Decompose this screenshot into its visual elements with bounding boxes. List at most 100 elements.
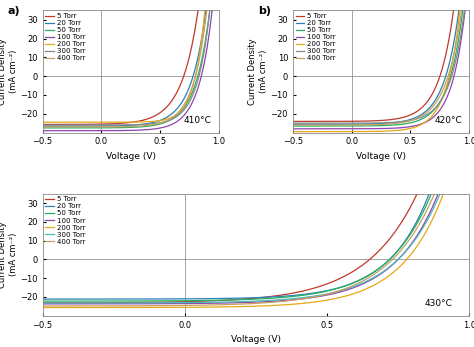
20 Torr (184, 90, 190, 94)
X-axis label: Voltage (V): Voltage (V) (356, 152, 406, 161)
Line: 50 Torr: 50 Torr (293, 0, 469, 126)
5 Torr (466, 163, 472, 168)
400 Torr (385, 122, 391, 126)
Text: a): a) (8, 6, 20, 16)
Text: 410°C: 410°C (184, 116, 212, 125)
100 Torr (395, 126, 401, 130)
5 Torr (395, 117, 401, 121)
200 Torr (374, 129, 380, 134)
20 Torr (145, 121, 150, 126)
100 Torr (435, 111, 440, 115)
300 Torr (375, 121, 381, 125)
Text: 420°C: 420°C (435, 116, 462, 125)
200 Torr (375, 129, 381, 134)
100 Torr (242, 301, 248, 305)
300 Torr (385, 120, 391, 125)
50 Torr (374, 124, 380, 128)
20 Torr (375, 121, 381, 126)
Y-axis label: Current Density
(mA cm⁻²): Current Density (mA cm⁻²) (0, 38, 18, 105)
100 Torr (184, 109, 190, 113)
300 Torr (145, 122, 150, 126)
400 Torr (395, 121, 401, 125)
20 Torr (390, 255, 395, 259)
Line: 400 Torr: 400 Torr (293, 0, 469, 125)
400 Torr (135, 124, 141, 128)
100 Torr (446, 163, 452, 168)
Legend: 5 Torr, 20 Torr, 50 Torr, 100 Torr, 200 Torr, 300 Torr, 400 Torr: 5 Torr, 20 Torr, 50 Torr, 100 Torr, 200 … (45, 12, 86, 62)
200 Torr (435, 106, 440, 110)
5 Torr (390, 233, 395, 237)
5 Torr (245, 297, 251, 301)
Line: 100 Torr: 100 Torr (43, 0, 219, 131)
5 Torr (40, 301, 46, 305)
20 Torr (40, 124, 46, 128)
50 Torr (375, 124, 381, 128)
400 Torr (290, 123, 296, 127)
5 Torr (426, 163, 432, 168)
5 Torr (242, 297, 248, 301)
20 Torr (435, 94, 440, 99)
300 Torr (125, 123, 130, 127)
200 Torr (125, 120, 130, 124)
300 Torr (457, 163, 463, 168)
100 Torr (457, 163, 463, 168)
Line: 300 Torr: 300 Torr (43, 166, 469, 303)
Text: b): b) (258, 6, 271, 16)
300 Torr (184, 104, 190, 108)
Line: 5 Torr: 5 Torr (43, 166, 469, 303)
200 Torr (450, 163, 456, 168)
5 Torr (125, 121, 130, 125)
20 Torr (466, 163, 472, 168)
300 Torr (395, 120, 401, 124)
20 Torr (290, 122, 296, 126)
20 Torr (40, 297, 46, 301)
100 Torr (290, 127, 296, 131)
400 Torr (40, 304, 46, 308)
50 Torr (135, 125, 141, 129)
20 Torr (271, 295, 276, 299)
5 Torr (271, 294, 276, 298)
20 Torr (242, 296, 248, 300)
20 Torr (125, 123, 130, 127)
400 Torr (375, 122, 381, 127)
300 Torr (271, 298, 276, 302)
300 Torr (466, 163, 472, 168)
5 Torr (457, 163, 463, 168)
Line: 5 Torr: 5 Torr (293, 0, 469, 121)
400 Torr (145, 123, 150, 127)
50 Torr (457, 163, 463, 168)
20 Torr (135, 123, 141, 127)
400 Torr (442, 163, 448, 168)
50 Torr (242, 297, 248, 302)
5 Torr (294, 290, 300, 295)
300 Torr (448, 163, 454, 168)
400 Torr (40, 125, 46, 129)
Y-axis label: Current Density
(mA cm⁻²): Current Density (mA cm⁻²) (0, 221, 18, 288)
50 Torr (290, 124, 296, 128)
20 Torr (385, 121, 391, 125)
100 Torr (125, 128, 130, 133)
200 Torr (245, 304, 251, 308)
300 Torr (40, 123, 46, 127)
300 Torr (374, 121, 380, 125)
50 Torr (385, 123, 391, 127)
20 Torr (457, 163, 463, 168)
300 Torr (242, 299, 248, 304)
400 Torr (271, 300, 276, 304)
100 Torr (374, 127, 380, 131)
50 Torr (466, 163, 472, 168)
Line: 5 Torr: 5 Torr (43, 0, 219, 125)
50 Torr (184, 101, 190, 105)
200 Torr (294, 302, 300, 306)
400 Torr (245, 302, 251, 306)
100 Torr (294, 297, 300, 302)
400 Torr (435, 98, 440, 102)
200 Torr (385, 129, 391, 133)
400 Torr (125, 125, 130, 129)
Line: 20 Torr: 20 Torr (43, 166, 469, 299)
5 Torr (290, 119, 296, 124)
100 Torr (124, 128, 129, 133)
Line: 50 Torr: 50 Torr (43, 0, 219, 128)
X-axis label: Voltage (V): Voltage (V) (106, 152, 156, 161)
200 Torr (457, 163, 463, 168)
